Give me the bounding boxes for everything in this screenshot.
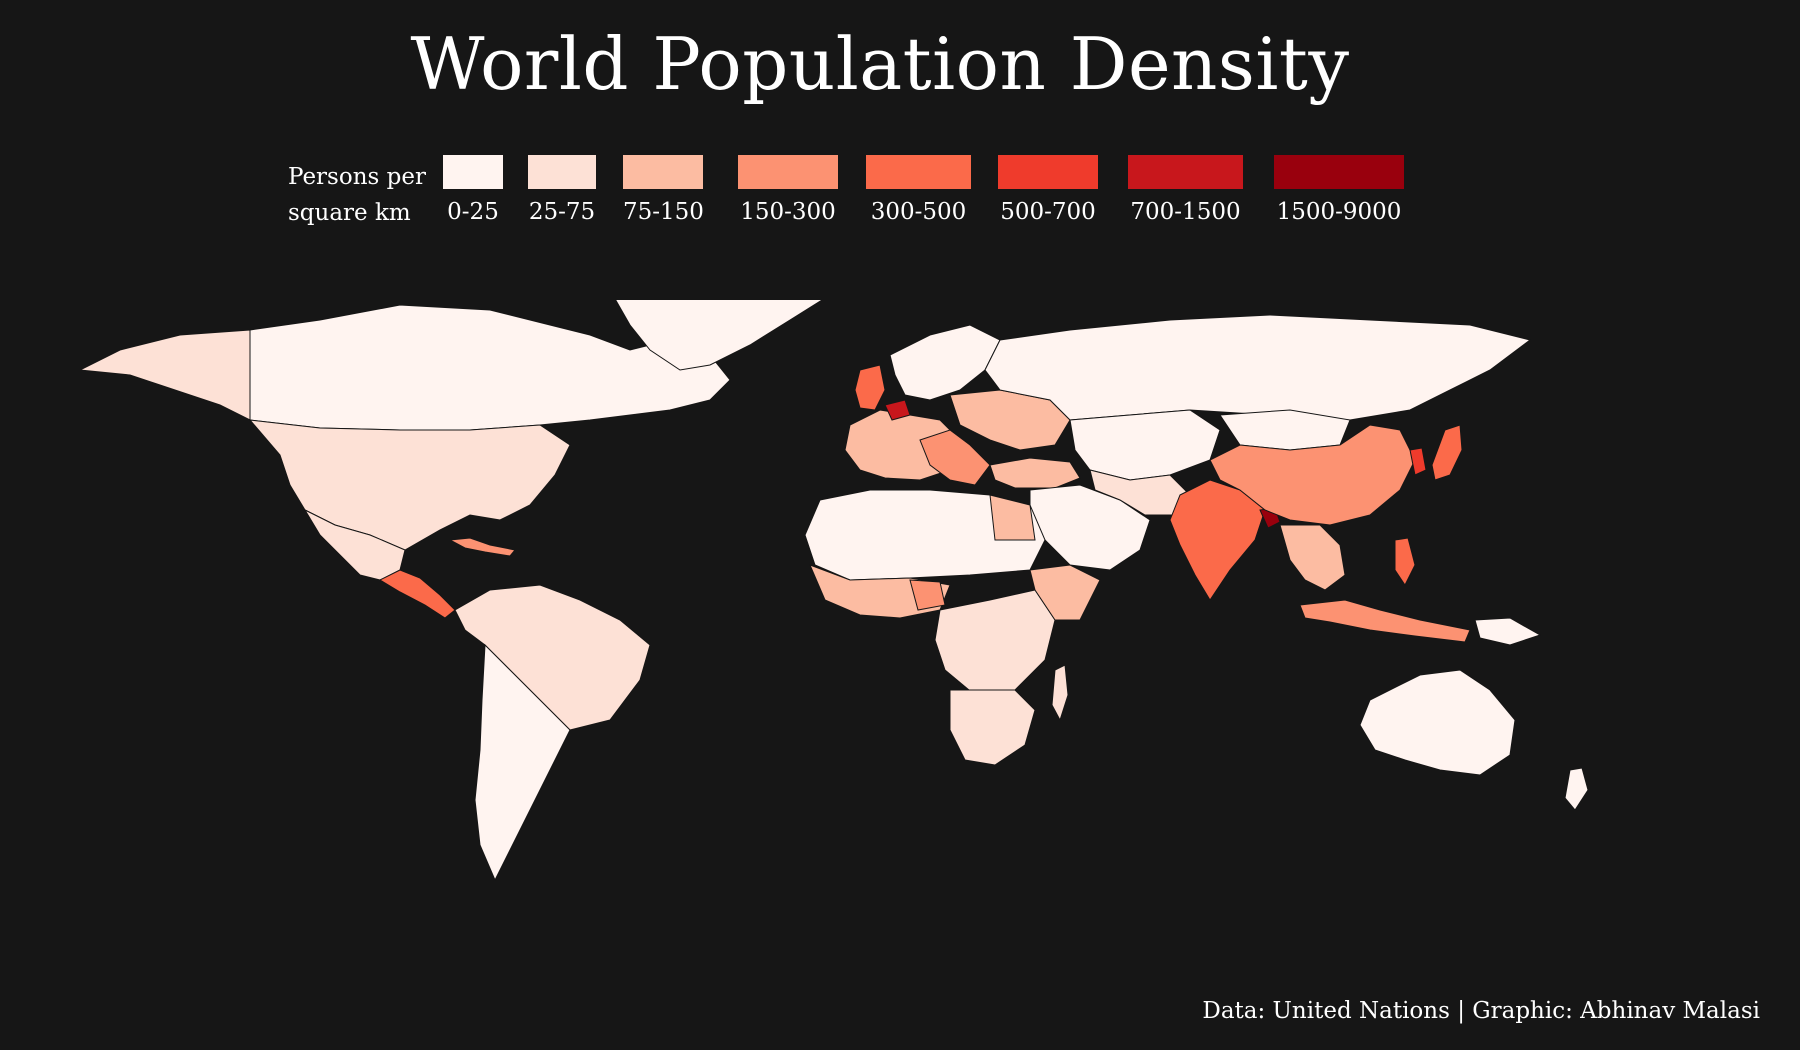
region-nigeria xyxy=(909,579,946,611)
legend-item: 0-25 xyxy=(443,155,503,225)
region-alaska xyxy=(78,329,251,421)
legend-caption: Persons per square km xyxy=(288,159,438,231)
region-southeast-asia xyxy=(1279,524,1346,591)
region-southern-africa xyxy=(949,689,1036,766)
region-indonesia xyxy=(1299,599,1471,643)
region-korea xyxy=(1409,447,1427,476)
legend-item: 75-150 xyxy=(623,155,704,225)
region-madagascar xyxy=(1051,664,1069,722)
region-south-america-south xyxy=(474,643,571,882)
region-philippines xyxy=(1394,537,1416,586)
legend: Persons per square km 0-25 25-75 75-150 150… xyxy=(288,155,1528,235)
legend-swatch xyxy=(998,155,1098,189)
region-new-zealand xyxy=(1564,767,1589,811)
region-scandinavia xyxy=(889,324,1001,401)
legend-label: 25-75 xyxy=(528,199,596,225)
legend-item: 300-500 xyxy=(866,155,971,225)
region-turkey xyxy=(989,457,1081,489)
map-title: World Population Density xyxy=(410,22,1350,106)
region-benelux xyxy=(884,399,911,421)
legend-item: 500-700 xyxy=(998,155,1098,225)
region-new-guinea xyxy=(1474,617,1542,646)
world-map xyxy=(70,300,1690,960)
legend-item: 150-300 xyxy=(738,155,838,225)
region-australia xyxy=(1359,669,1516,776)
legend-swatch xyxy=(738,155,838,189)
region-japan xyxy=(1431,424,1463,481)
legend-swatch xyxy=(443,155,503,189)
legend-swatch xyxy=(528,155,596,189)
region-central-asia xyxy=(1069,409,1221,481)
region-india xyxy=(1169,479,1266,601)
legend-caption-line-2: square km xyxy=(288,200,411,226)
region-egypt xyxy=(989,494,1036,541)
legend-label: 300-500 xyxy=(870,199,967,225)
legend-item: 25-75 xyxy=(528,155,596,225)
region-italy-balkans xyxy=(919,429,991,486)
legend-item: 700-1500 xyxy=(1128,155,1243,225)
legend-swatch xyxy=(1128,155,1243,189)
legend-caption-line-1: Persons per xyxy=(288,164,426,190)
region-greenland xyxy=(615,300,823,371)
legend-label: 1500-9000 xyxy=(1276,199,1402,225)
region-china xyxy=(1209,424,1416,526)
world-map-svg xyxy=(78,300,1589,882)
legend-item: 1500-9000 xyxy=(1274,155,1404,225)
region-uk xyxy=(854,364,886,411)
legend-swatch xyxy=(866,155,971,189)
legend-label: 500-700 xyxy=(1000,199,1096,225)
region-usa xyxy=(248,419,571,551)
legend-label: 700-1500 xyxy=(1130,199,1241,225)
legend-label: 150-300 xyxy=(740,199,836,225)
legend-label: 0-25 xyxy=(447,199,499,225)
legend-label: 75-150 xyxy=(623,199,704,225)
region-caribbean xyxy=(448,537,516,557)
region-central-america xyxy=(378,569,456,619)
legend-swatch xyxy=(623,155,703,189)
region-east-africa xyxy=(1029,564,1101,621)
data-credit: Data: United Nations | Graphic: Abhinav … xyxy=(1202,998,1760,1024)
region-russia xyxy=(984,314,1532,421)
region-central-africa xyxy=(934,589,1056,696)
legend-swatch xyxy=(1274,155,1404,189)
